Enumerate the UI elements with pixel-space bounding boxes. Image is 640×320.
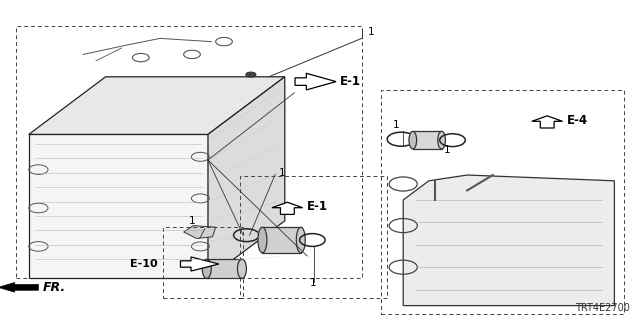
Polygon shape xyxy=(532,116,563,128)
Text: E-1: E-1 xyxy=(307,200,328,213)
Bar xyxy=(207,259,242,278)
Text: 1: 1 xyxy=(444,145,450,155)
Text: 1: 1 xyxy=(278,168,285,178)
Ellipse shape xyxy=(296,227,305,253)
Ellipse shape xyxy=(202,259,211,278)
Ellipse shape xyxy=(237,259,246,278)
Ellipse shape xyxy=(409,131,417,149)
Bar xyxy=(163,227,243,298)
Bar xyxy=(16,26,362,278)
Polygon shape xyxy=(295,73,336,90)
Text: FR.: FR. xyxy=(43,281,66,294)
Ellipse shape xyxy=(438,131,445,149)
Text: 1: 1 xyxy=(393,120,399,130)
Polygon shape xyxy=(180,257,219,271)
Text: 1: 1 xyxy=(189,216,195,226)
Bar xyxy=(381,90,624,314)
Bar xyxy=(262,227,301,253)
Bar xyxy=(240,176,387,298)
Polygon shape xyxy=(208,77,285,278)
Polygon shape xyxy=(29,77,285,134)
Ellipse shape xyxy=(258,227,267,253)
Bar xyxy=(413,131,442,149)
Polygon shape xyxy=(184,226,216,238)
Polygon shape xyxy=(0,283,38,292)
Text: 1: 1 xyxy=(310,278,317,288)
Text: E-10: E-10 xyxy=(131,259,158,269)
Text: 1: 1 xyxy=(368,27,374,37)
Bar xyxy=(29,134,208,278)
Polygon shape xyxy=(403,175,614,306)
Text: E-1: E-1 xyxy=(340,75,361,88)
Polygon shape xyxy=(272,202,303,214)
Circle shape xyxy=(246,72,256,77)
Text: E-4: E-4 xyxy=(566,114,588,126)
Text: TRT4E2700: TRT4E2700 xyxy=(575,303,630,313)
